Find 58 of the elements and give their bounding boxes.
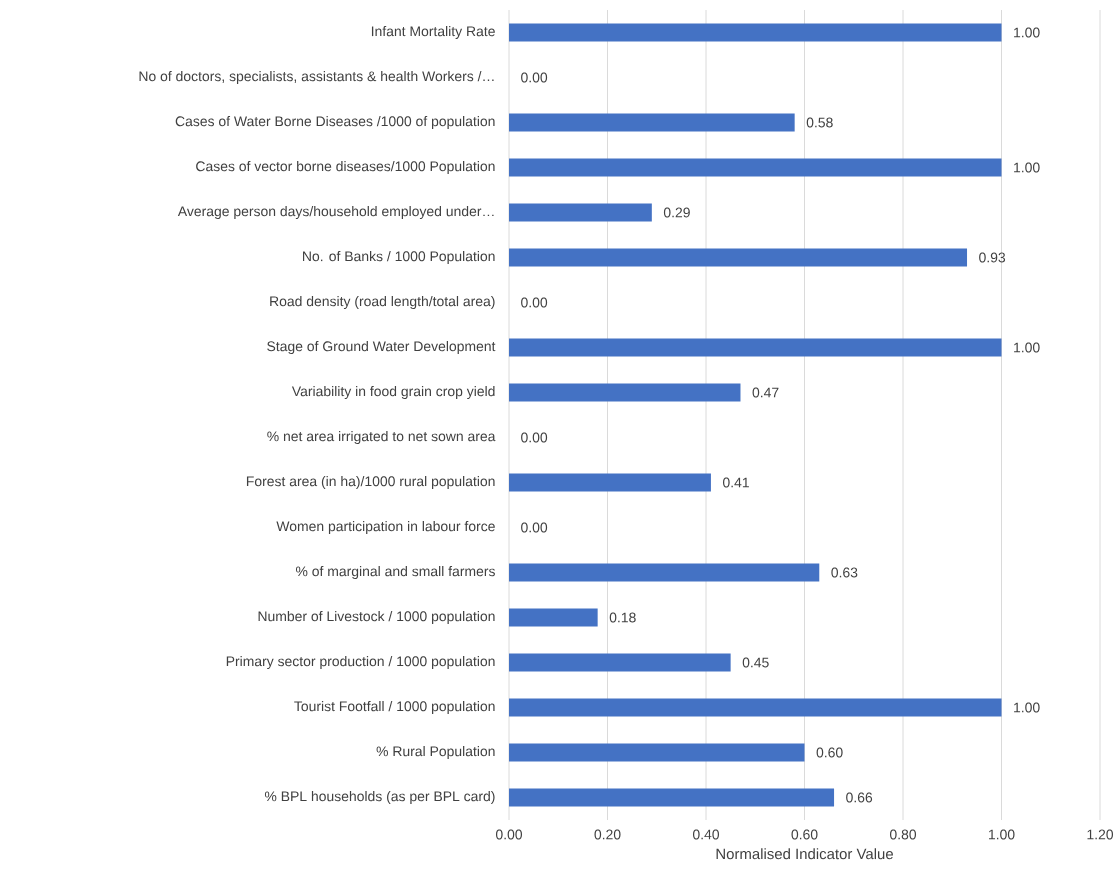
data-label: 0.58 [806, 117, 833, 128]
x-tick-label: 0.60 [791, 829, 818, 840]
bar [509, 203, 652, 222]
data-label: 0.29 [663, 207, 690, 218]
x-axis-title: Normalised Indicator Value [716, 848, 893, 860]
x-tick-label: 0.40 [692, 829, 720, 840]
data-label: 0.45 [742, 657, 769, 668]
bar [509, 158, 1002, 177]
x-tick-label: 0.20 [594, 829, 621, 840]
data-label: 0.00 [521, 72, 548, 83]
bar [509, 743, 805, 762]
data-label: 1.00 [1014, 342, 1040, 353]
x-tick-label: 1.20 [1087, 829, 1114, 840]
y-tick-label: Average person days/household employed under… [177, 206, 494, 219]
data-label: 1.00 [1014, 27, 1040, 38]
y-tick-label: Primary sector production / 1000 population [226, 656, 495, 670]
y-tick-label: % Rural Population [376, 746, 495, 760]
bar [509, 338, 1002, 357]
bar [509, 383, 741, 402]
y-tick-label: Cases of vector borne diseases/1000 Population [196, 161, 495, 174]
y-tick-label: Road density (road length/total area) [270, 296, 495, 309]
bar [509, 653, 731, 672]
y-tick-label: % net area irrigated to net sown area [267, 431, 496, 444]
data-label: 0.47 [752, 387, 779, 398]
data-label: 0.66 [846, 792, 873, 803]
bar [509, 248, 968, 267]
x-tick-label: 0.80 [889, 829, 917, 840]
y-tick-label: No of doctors, specialists, assistants & health Workers /… [139, 71, 494, 84]
y-tick-label: Variability in food grain crop yield [291, 386, 495, 399]
data-label: 0.00 [521, 432, 548, 443]
data-label: 0.60 [816, 747, 843, 758]
y-tick-label: Women participation in labour force [276, 521, 495, 534]
data-label: 1.00 [1014, 702, 1040, 713]
bar [509, 788, 835, 807]
data-label: 0.18 [609, 612, 636, 623]
y-tick-label: % BPL households (as per BPL card) [264, 791, 495, 805]
data-label: 0.00 [521, 522, 548, 533]
data-label: 0.93 [979, 252, 1006, 263]
y-tick-label: Cases of Water Borne Diseases /1000 of population [175, 116, 495, 129]
data-label: 0.00 [521, 297, 548, 308]
y-tick-label: No. of Banks / 1000 Population [303, 251, 495, 264]
data-label: 0.63 [831, 567, 858, 578]
y-tick-label: Tourist Footfall / 1000 population [294, 701, 495, 715]
y-tick-label: Stage of Ground Water Development [267, 341, 496, 354]
x-tick-label: 0.00 [495, 829, 523, 840]
data-label: 0.41 [723, 477, 749, 488]
x-tick-label: 1.00 [989, 829, 1015, 840]
y-tick-label: Number of Livestock / 1000 population [258, 611, 495, 624]
bar [509, 563, 820, 582]
bar [509, 698, 1002, 717]
bar [509, 473, 711, 492]
bar [509, 608, 598, 627]
y-tick-label: % of marginal and small farmers [295, 566, 495, 579]
bar [509, 113, 795, 132]
y-tick-label: Infant Mortality Rate [371, 26, 495, 39]
bar [509, 23, 1002, 42]
data-label: 1.00 [1014, 162, 1040, 173]
y-tick-label: Forest area (in ha)/1000 rural population [246, 476, 495, 489]
